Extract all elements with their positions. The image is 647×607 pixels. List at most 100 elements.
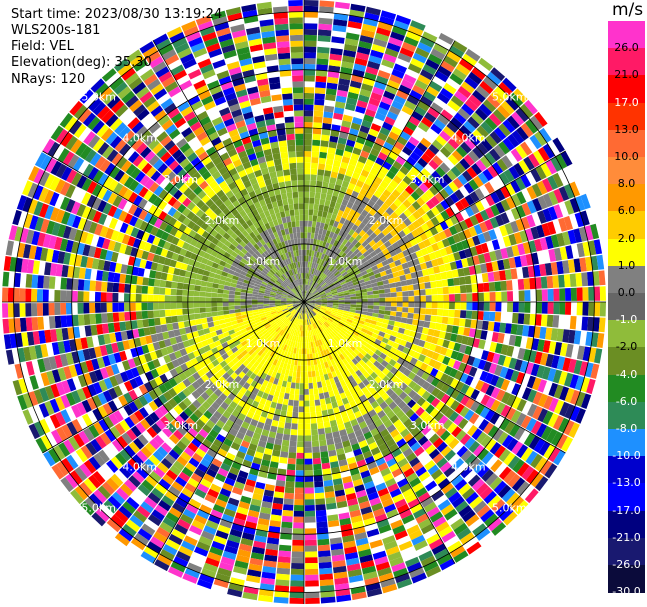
- velocity-gate: [362, 260, 370, 267]
- velocity-gate: [537, 408, 549, 423]
- velocity-gate: [353, 284, 360, 289]
- velocity-gate: [377, 285, 385, 290]
- velocity-gate: [451, 150, 464, 162]
- velocity-gate: [314, 315, 319, 321]
- velocity-gate: [387, 339, 395, 347]
- velocity-gate: [304, 383, 309, 390]
- velocity-gate: [312, 452, 321, 459]
- velocity-gate: [309, 304, 315, 307]
- velocity-gate: [345, 103, 356, 112]
- velocity-gate: [292, 341, 296, 348]
- velocity-gate: [304, 470, 314, 477]
- velocity-gate: [362, 363, 370, 371]
- velocity-gate: [369, 539, 383, 549]
- velocity-gate: [177, 321, 185, 329]
- velocity-gate: [480, 509, 495, 523]
- velocity-gate: [292, 323, 296, 330]
- velocity-gate: [451, 474, 464, 487]
- velocity-gate: [331, 322, 337, 328]
- velocity-gate: [395, 286, 403, 292]
- velocity-gate: [412, 337, 420, 346]
- velocity-gate: [367, 491, 379, 501]
- velocity-gate: [480, 263, 488, 274]
- velocity-gate: [297, 312, 301, 319]
- velocity-gate: [525, 119, 539, 134]
- velocity-gate: [372, 309, 380, 314]
- velocity-gate: [493, 480, 507, 495]
- velocity-gate: [244, 454, 254, 463]
- velocity-gate: [380, 327, 387, 333]
- velocity-gate: [581, 316, 589, 331]
- velocity-gate: [234, 291, 241, 296]
- velocity-gate: [309, 303, 316, 306]
- velocity-gate: [372, 254, 380, 262]
- velocity-gate: [490, 67, 506, 82]
- velocity-gate: [310, 417, 317, 424]
- velocity-gate: [215, 498, 227, 508]
- velocity-gate: [215, 419, 225, 429]
- velocity-gate: [420, 347, 429, 356]
- velocity-gate: [332, 308, 339, 311]
- velocity-gate: [426, 209, 436, 220]
- velocity-gate: [203, 473, 215, 484]
- velocity-gate: [385, 363, 394, 372]
- velocity-gate: [334, 577, 349, 585]
- velocity-gate: [390, 31, 405, 42]
- velocity-gate: [539, 237, 549, 251]
- velocity-gate: [194, 313, 201, 320]
- velocity-gate: [361, 356, 369, 364]
- velocity-gate: [421, 496, 434, 508]
- velocity-gate: [472, 89, 486, 103]
- velocity-gate: [226, 539, 240, 549]
- velocity-gate: [395, 378, 404, 388]
- velocity-gate: [295, 382, 300, 389]
- velocity-gate: [366, 330, 373, 336]
- velocity-gate: [246, 410, 255, 419]
- velocity-gate: [234, 383, 243, 392]
- velocity-gate: [29, 375, 39, 390]
- velocity-gate: [321, 241, 327, 248]
- velocity-gate: [314, 294, 321, 298]
- velocity-gate: [508, 357, 518, 370]
- velocity-gate: [337, 137, 347, 145]
- velocity-gate: [329, 365, 335, 373]
- velocity-gate: [201, 530, 215, 541]
- velocity-gate: [77, 291, 84, 302]
- velocity-gate: [326, 403, 333, 410]
- velocity-gate: [374, 325, 382, 331]
- velocity-gate: [377, 567, 392, 577]
- velocity-gate: [393, 276, 401, 283]
- velocity-gate: [540, 162, 552, 178]
- velocity-gate: [304, 139, 312, 146]
- velocity-gate: [331, 371, 338, 378]
- velocity-gate: [311, 268, 315, 275]
- velocity-gate: [211, 311, 218, 317]
- velocity-gate: [458, 344, 467, 354]
- velocity-gate: [334, 281, 341, 287]
- velocity-gate: [352, 318, 360, 323]
- velocity-gate: [591, 332, 599, 348]
- velocity-gate: [309, 336, 313, 343]
- velocity-gate: [108, 217, 118, 230]
- velocity-gate: [298, 412, 304, 419]
- velocity-gate: [326, 502, 337, 510]
- velocity-gate: [465, 514, 480, 527]
- velocity-gate: [446, 50, 462, 63]
- velocity-gate: [358, 439, 368, 449]
- velocity-gate: [491, 260, 499, 272]
- velocity-gate: [165, 469, 178, 481]
- velocity-gate: [548, 248, 557, 262]
- velocity-gate: [423, 275, 431, 283]
- velocity-gate: [393, 419, 403, 429]
- velocity-gate: [331, 554, 345, 562]
- velocity-gate: [451, 269, 459, 278]
- velocity-gate: [320, 362, 326, 370]
- velocity-gate: [337, 311, 344, 315]
- velocity-gate: [486, 94, 501, 109]
- velocity-gate: [317, 320, 323, 326]
- velocity-gate: [338, 512, 350, 520]
- velocity-gate: [337, 374, 344, 382]
- velocity-gate: [342, 55, 355, 64]
- velocity-gate: [407, 498, 421, 509]
- velocity-gate: [364, 243, 372, 251]
